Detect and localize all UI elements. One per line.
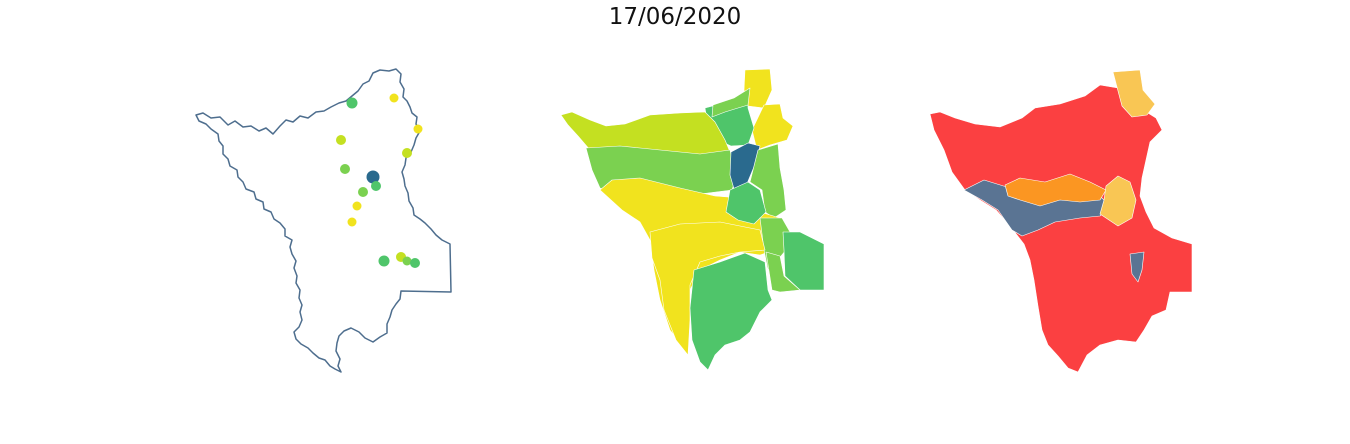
basin-region (729, 142, 761, 197)
station-point (336, 135, 346, 145)
basin-region (929, 84, 1193, 373)
basin-region (765, 251, 801, 293)
basin-region (1099, 175, 1137, 227)
basin-region (1129, 251, 1145, 283)
station-point (352, 201, 362, 211)
station-point (389, 93, 399, 103)
basin-region (689, 252, 773, 371)
basin-region (1004, 173, 1107, 207)
station-point (378, 255, 390, 267)
station-point (410, 258, 420, 268)
station-point (340, 164, 350, 174)
station-point (402, 256, 412, 266)
basin-region (1112, 69, 1156, 118)
station-point (413, 124, 423, 134)
basin-region (749, 143, 787, 219)
basin-region (751, 103, 794, 151)
station-point (346, 97, 358, 109)
station-point (371, 181, 381, 191)
basin-region (711, 87, 751, 118)
basin-region (782, 231, 825, 291)
station-point (347, 217, 357, 227)
station-point (358, 187, 368, 197)
station-point (366, 170, 380, 184)
figure-title: 17/06/2020 (608, 4, 742, 30)
state-outline (195, 68, 452, 373)
station-point (402, 148, 412, 158)
